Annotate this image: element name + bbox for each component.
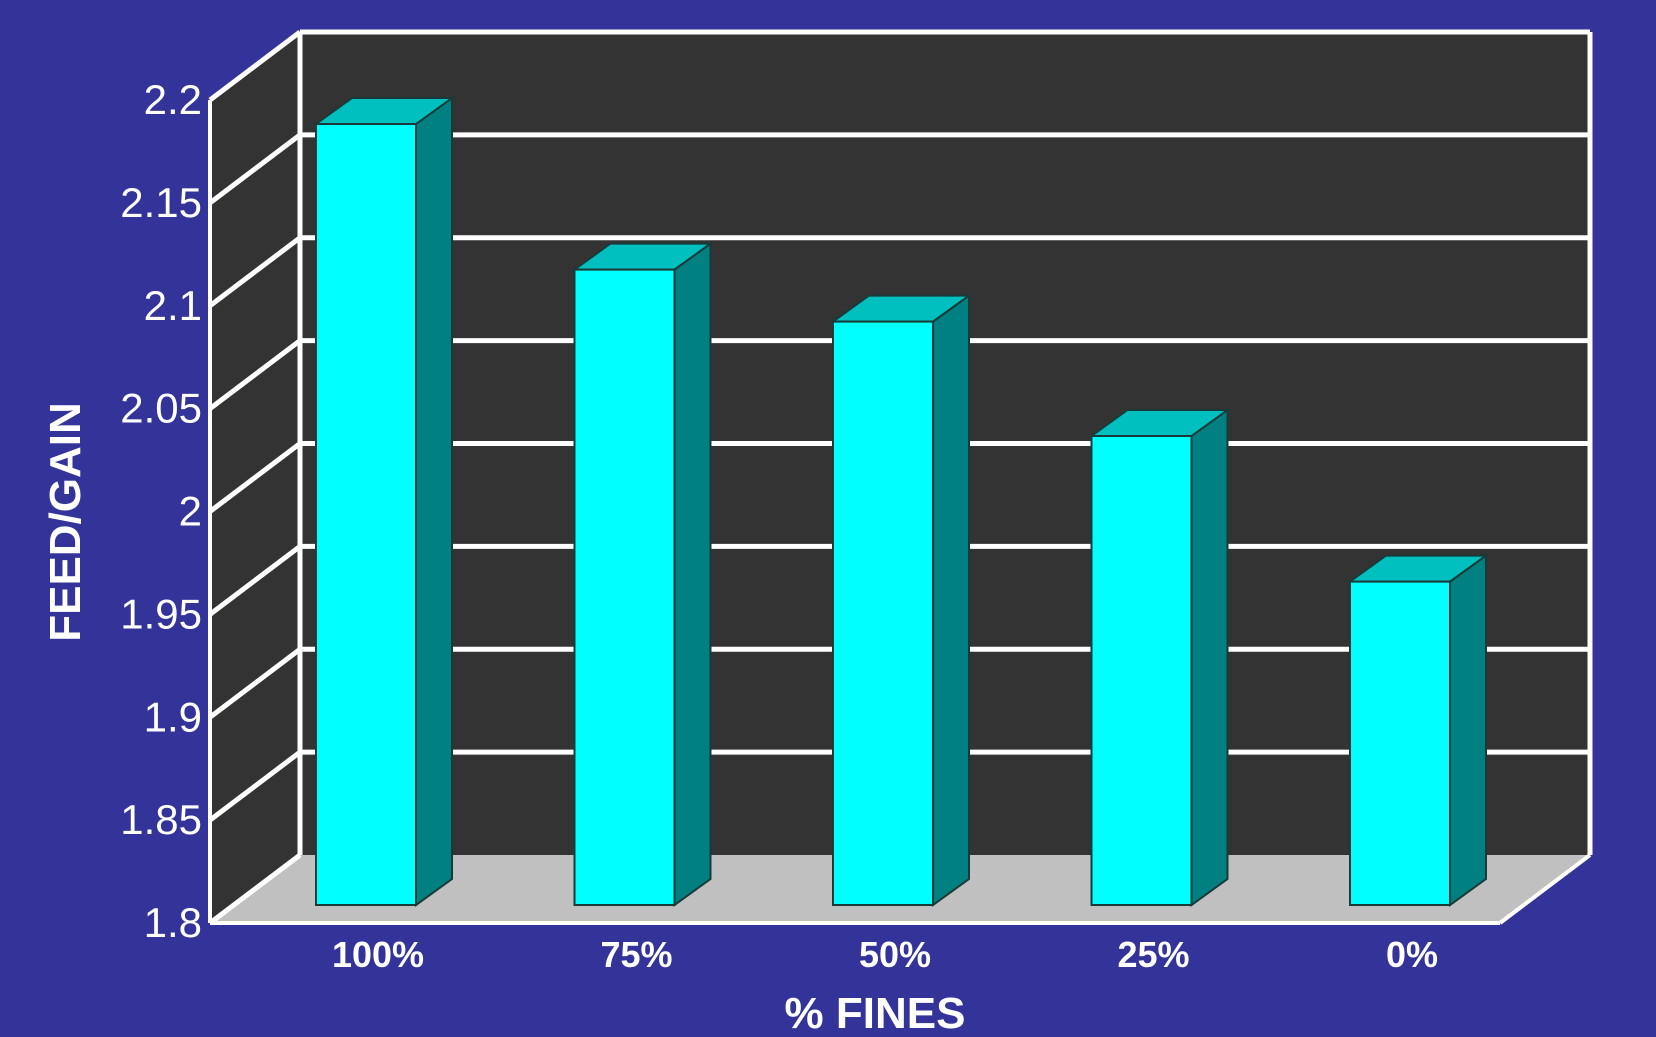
y-tick-label: 2.05 (120, 385, 202, 432)
y-tick-label: 2.2 (144, 76, 202, 123)
x-tick-label: 50% (859, 934, 931, 975)
side-gridline (208, 441, 302, 514)
y-tick-label: 2.1 (144, 282, 202, 329)
bars (312, 96, 1490, 907)
y-axis-ticks: 1.8 1.85 1.9 1.95 2 2.05 2.1 2.15 2.2 (120, 76, 202, 946)
bar-side (415, 96, 453, 907)
bar-75% (571, 241, 714, 907)
bar-front (573, 268, 676, 907)
side-gridline (208, 132, 302, 205)
bar-side (1190, 408, 1229, 907)
bar-50% (829, 293, 973, 907)
y-tick-label: 1.85 (120, 796, 202, 843)
x-axis-title: % FINES (785, 989, 966, 1037)
bar-front (1349, 580, 1451, 906)
y-tick-label: 1.95 (120, 590, 202, 637)
bar-front (832, 320, 934, 907)
side-gridline (208, 235, 302, 308)
y-tick-label: 2.15 (120, 179, 202, 226)
y-tick-label: 2 (179, 488, 202, 535)
bar-side (932, 293, 970, 907)
y-tick-label: 1.9 (144, 693, 202, 740)
y-tick-label: 1.8 (144, 899, 202, 946)
x-tick-label: 100% (332, 934, 424, 975)
bar-front (315, 123, 417, 906)
side-gridline (208, 338, 302, 411)
bar-front (1090, 435, 1193, 906)
x-tick-label: 75% (600, 934, 672, 975)
side-gridline (208, 750, 302, 823)
bar-side (1449, 553, 1487, 907)
bar-100% (312, 96, 456, 907)
x-axis-labels: 100% 75% 50% 25% 0% (332, 934, 1438, 975)
side-gridline (208, 647, 302, 720)
side-gridline (208, 853, 302, 925)
floor-right-edge (1498, 853, 1592, 925)
bar-side (673, 241, 712, 907)
y-axis-title: FEED/GAIN (41, 402, 90, 642)
side-gridline (208, 544, 302, 617)
x-tick-label: 25% (1117, 934, 1189, 975)
side-gridline (208, 30, 302, 102)
x-tick-label: 0% (1386, 934, 1438, 975)
bar-0% (1346, 553, 1490, 907)
bar-25% (1088, 408, 1231, 907)
